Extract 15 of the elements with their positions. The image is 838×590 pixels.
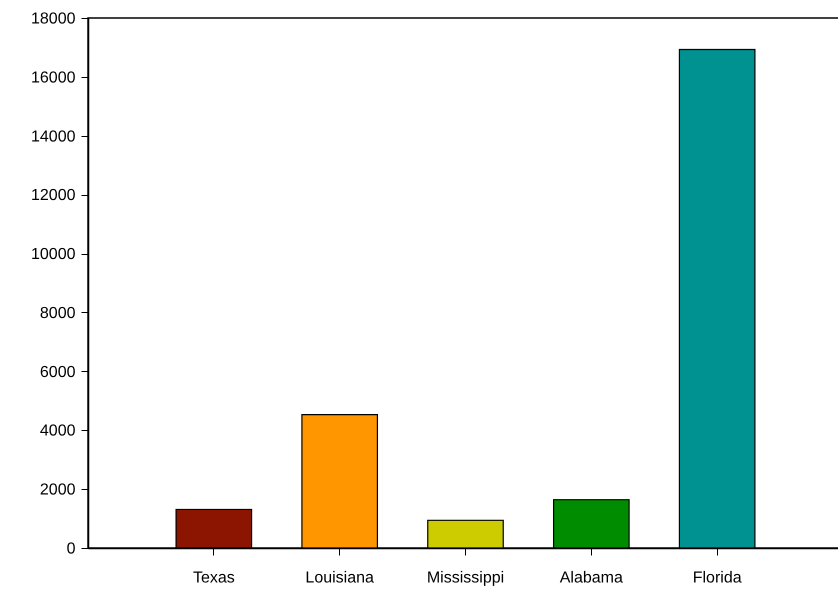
y-tick-label: 16000 [31, 69, 76, 86]
y-tick-label: 4000 [40, 422, 76, 440]
x-tick-label: Texas [192, 570, 235, 586]
y-tick-label: 6000 [40, 364, 76, 381]
x-tick-label: Louisiana [305, 570, 374, 586]
y-tick-label: 0 [66, 540, 76, 558]
y-tick-label: 8000 [40, 304, 76, 322]
x-tick-label: Alabama [560, 570, 624, 586]
y-tick-label: 10000 [31, 246, 76, 264]
y-tick-label: 2000 [40, 482, 76, 499]
y-tick-label: 18000 [31, 10, 76, 28]
y-tick-label: 14000 [31, 128, 76, 146]
x-tick-label: Mississippi [426, 570, 504, 586]
x-tick-label: Florida [692, 570, 742, 586]
y-tick-label: 12000 [31, 187, 76, 204]
